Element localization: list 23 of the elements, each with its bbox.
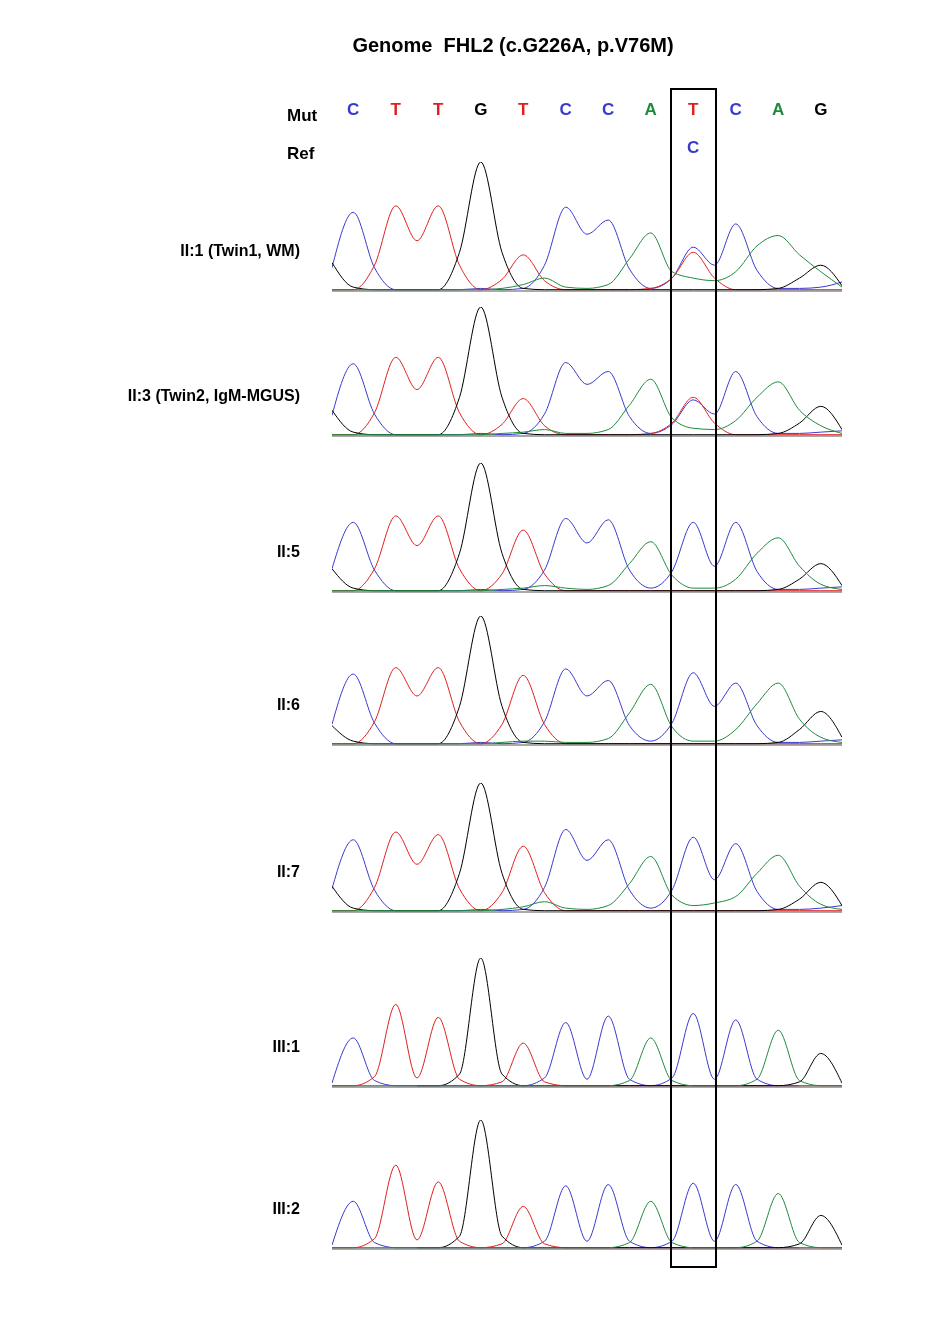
chart-title: Genome FHL2 (c.G226A, p.V76M) [351,34,675,57]
y-axis-title: II:1 (Twin1, WM) [180,242,300,260]
x-tick-label: C [602,100,615,119]
category-label: C [687,138,700,157]
y-axis-title: II:3 (Twin2, IgM-MGUS) [127,387,300,405]
y-axis-title: II:6 [276,696,300,714]
y-axis-title: II:5 [276,543,300,561]
x-tick-label: T [688,100,700,119]
x-tick-label: C [559,100,572,119]
x-axis-title: Mut [287,106,318,126]
y-axis-title: III:1 [272,1038,300,1056]
x-tick-label: T [433,100,445,119]
y-axis-title: II:7 [276,863,300,881]
text: Ref [287,144,315,164]
x-tick-label: C [729,100,742,119]
x-tick-label: A [644,100,657,119]
x-tick-label: G [814,100,828,119]
x-tick-label: C [347,100,360,119]
x-tick-label: T [390,100,402,119]
y-axis-title: III:2 [272,1200,300,1218]
x-tick-label: T [518,100,530,119]
x-tick-label: A [772,100,785,119]
x-tick-label: G [474,100,488,119]
